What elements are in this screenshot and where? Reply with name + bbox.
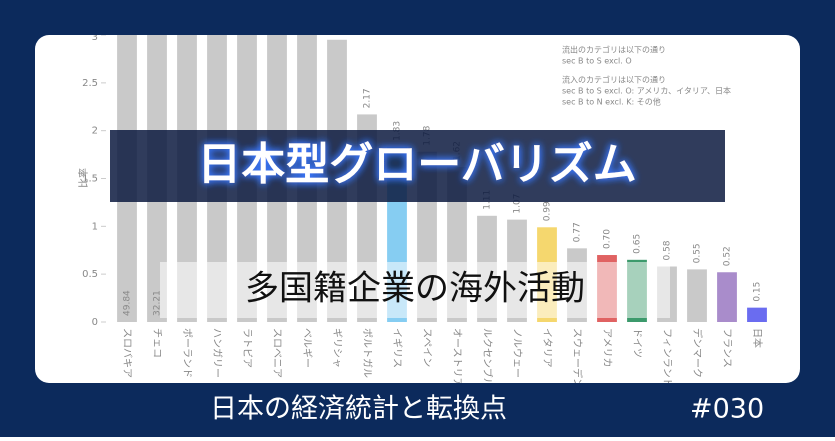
- y-tick-label: 2.5: [82, 78, 98, 89]
- value-label: 0.52: [723, 246, 733, 266]
- subtitle-box: [160, 262, 670, 318]
- x-tick-label: フランス: [721, 328, 733, 368]
- note: sec B to S excl. O: [562, 57, 632, 66]
- y-tick-label: 3: [92, 32, 98, 43]
- value-label: 0.70: [603, 229, 613, 249]
- x-tick-label: デンマーク: [691, 328, 704, 378]
- title-box: [110, 130, 725, 202]
- x-tick-label: ポルトガル: [361, 328, 373, 378]
- y-tick-label: 0.5: [82, 269, 98, 280]
- x-tick-label: ルクセンブルク: [481, 328, 494, 398]
- value-label: 0.58: [663, 240, 673, 260]
- subtitle: 多国籍企業の海外活動: [245, 269, 585, 309]
- x-tick-label: 日本: [751, 328, 764, 348]
- y-tick-label: 1.5: [82, 174, 98, 185]
- note: 流出のカテゴリは以下の通り: [562, 45, 666, 55]
- value-label: 49.84: [123, 290, 133, 316]
- note: sec B to S excl. O: アメリカ、イタリア、日本: [562, 86, 731, 96]
- y-axis-label: 比率: [77, 168, 90, 188]
- x-tick-label: チェコ: [151, 328, 163, 358]
- x-tick-label: スロベニア: [271, 328, 283, 378]
- bar: [747, 307, 767, 322]
- bar: [717, 272, 737, 322]
- x-tick-label: ギリシャ: [331, 328, 343, 368]
- y-tick-label: 1: [92, 221, 98, 232]
- x-tick-label: ポーランド: [181, 328, 193, 378]
- title: 日本型グローバリズム: [197, 139, 637, 190]
- x-tick-label: ハンガリー: [211, 328, 223, 378]
- note: 流入のカテゴリは以下の通り: [562, 75, 666, 85]
- episode: #030: [690, 394, 764, 425]
- x-tick-label: ノルウェー: [511, 328, 523, 378]
- x-tick-label: ドイツ: [631, 328, 642, 358]
- value-label: 2.17: [363, 88, 373, 108]
- value-label: 0.77: [573, 222, 583, 242]
- x-tick-label: イギリス: [391, 328, 403, 368]
- x-tick-label: スロバキア: [121, 328, 133, 378]
- value-label: 1.07: [513, 194, 523, 214]
- footer: 日本の経済統計と転換点: [210, 394, 507, 425]
- x-tick-label: スペイン: [421, 328, 432, 367]
- x-tick-label: ラトビア: [241, 328, 253, 368]
- x-tick-label: ベルギー: [301, 328, 313, 368]
- x-tick-label: フィンランド: [661, 328, 673, 388]
- value-label: 0.65: [633, 234, 643, 254]
- y-tick-label: 2: [92, 126, 98, 137]
- note: sec B to N excl. K: その他: [562, 97, 661, 107]
- x-tick-label: スウェーデン: [571, 328, 584, 388]
- value-label: 32.21: [153, 290, 163, 316]
- y-tick-label: 0: [92, 317, 98, 328]
- bar: [687, 269, 707, 322]
- x-tick-label: アメリカ: [601, 328, 613, 368]
- value-label: 0.15: [753, 282, 763, 302]
- value-label: 0.55: [693, 243, 703, 263]
- x-tick-label: イタリア: [541, 328, 553, 368]
- value-label: 0.99: [543, 201, 553, 221]
- x-tick-label: オーストリア: [451, 328, 463, 388]
